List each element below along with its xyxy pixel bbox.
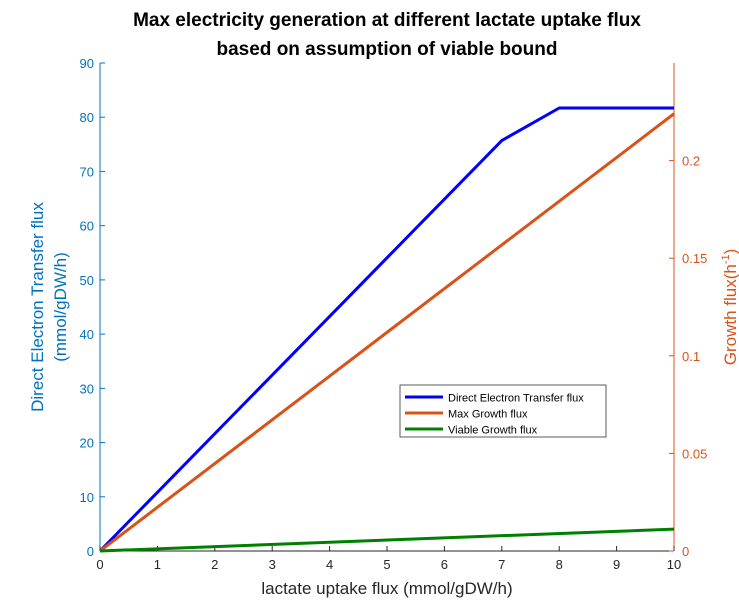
x-tick-label: 6 [441,557,448,572]
x-tick-label: 0 [96,557,103,572]
axes: 0 1 2 3 4 5 6 7 8 9 10010203040506070809000.050.10… [80,56,708,572]
x-tick-label: 7 [498,557,505,572]
y-right-tick-label: 0.15 [682,251,707,266]
series-lines [98,106,675,553]
x-tick-label: 3 [269,557,276,572]
x-tick-label: 4 [326,557,333,572]
x-tick-label: 5 [383,557,390,572]
chart-title-line2: based on assumption of viable bound [217,39,558,60]
y-right-tick-label: 0.05 [682,446,707,461]
x-tick-label: 10 [667,557,681,572]
y-left-tick-label: 0 [87,544,94,559]
series-line-max-growth-flux [99,112,675,553]
series-line-viable-growth-flux [99,527,675,553]
y-left-tick-label: 80 [80,110,94,125]
y-axis-left-label-line2: (mmol/gDW/h) [51,252,70,362]
y-axis-right-label: Growth flux(h-1) [720,249,739,366]
chart-title-line1: Max electricity generation at different … [133,10,641,31]
y-left-tick-label: 40 [80,327,94,342]
legend-label: Direct Electron Transfer flux [448,393,584,405]
y-left-tick-label: 90 [80,56,94,71]
x-tick-label: 1 [154,557,161,572]
y-left-tick-label: 70 [80,164,94,179]
y-right-tick-label: 0 [682,544,689,559]
x-tick-label: 9 [613,557,620,572]
legend-label: Max Growth flux [448,409,528,421]
x-axis-label: lactate uptake flux (mmol/gDW/h) [261,579,512,598]
y-left-tick-label: 30 [80,381,94,396]
y-left-tick-label: 60 [80,219,94,234]
y-left-tick-label: 50 [80,273,94,288]
y-axis-left-label-line1: Direct Electron Transfer flux [28,202,47,412]
y-left-tick-label: 10 [80,490,94,505]
legend-label: Viable Growth flux [448,425,538,437]
y-right-tick-label: 0.1 [682,349,700,364]
y-left-tick-label: 20 [80,436,94,451]
y-right-tick-label: 0.2 [682,154,700,169]
x-tick-label: 2 [211,557,218,572]
series-line-direct-electron-transfer-flux [98,106,674,553]
legend: Direct Electron Transfer flux Max Growth … [399,384,607,438]
x-tick-label: 8 [556,557,563,572]
